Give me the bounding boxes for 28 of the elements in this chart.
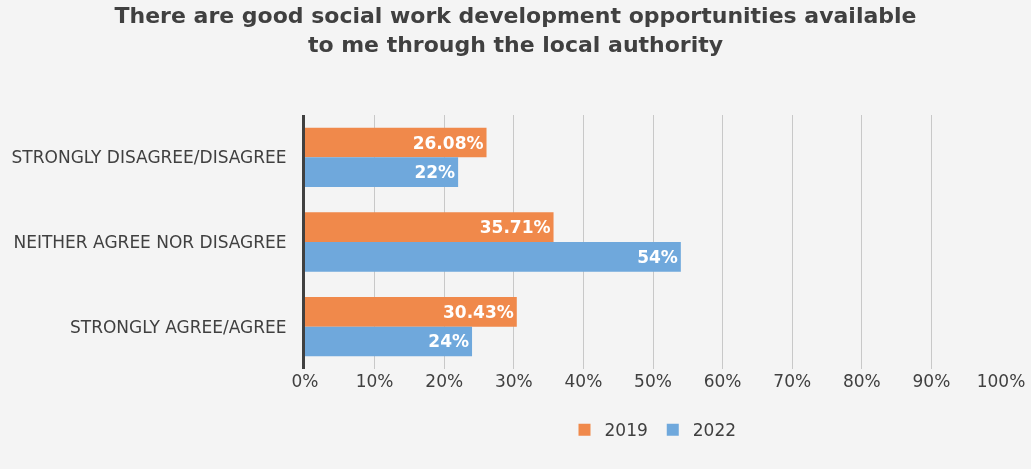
x-tick-label: 100% [976,371,1026,391]
y-tick-label: STRONGLY DISAGREE/DISAGREE [11,147,287,168]
x-tick-label: 80% [842,371,881,391]
y-tick-label: STRONGLY AGREE/AGREE [70,316,287,337]
data-label: 30.43% [442,301,514,322]
x-tick-label: 50% [634,371,672,391]
legend-label: 2019 [604,420,648,441]
x-tick-label: 10% [355,371,394,391]
data-label: 22% [414,162,456,183]
bar [305,157,459,187]
bar [305,242,681,272]
bar [305,297,517,327]
data-label: 24% [428,331,470,352]
data-label: 54% [637,246,678,267]
chart-title: There are good social work development opportunities available to me through the local authority [114,3,917,58]
bar [305,326,473,357]
data-label: 35.71% [479,217,551,238]
x-tick-label: 30% [494,371,533,391]
x-tick-label: 20% [425,371,464,391]
data-label: 26.08% [412,132,484,153]
y-tick-label: NEITHER AGREE NOR DISAGREE [13,231,287,252]
x-tick-label: 0% [291,371,319,391]
legend-label: 2022 [692,420,737,441]
x-tick-label: 60% [703,371,742,391]
x-tick-label: 70% [773,371,812,391]
bar [305,212,554,242]
x-tick-label: 90% [912,371,951,391]
x-tick-label: 40% [564,371,603,391]
